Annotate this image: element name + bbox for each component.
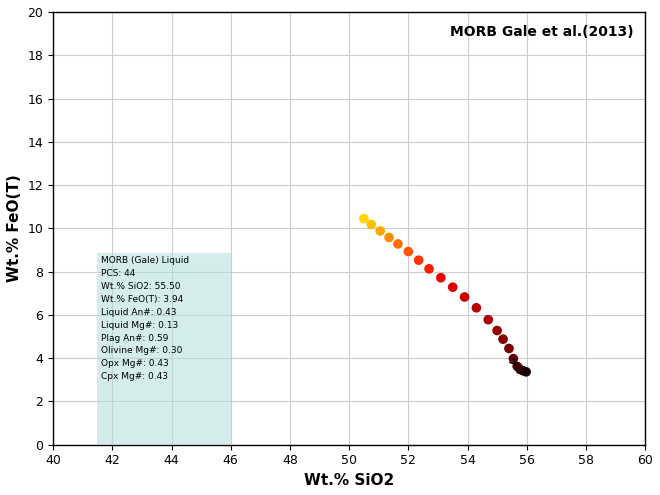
Point <box>358 215 369 223</box>
Point <box>515 365 525 373</box>
Point <box>424 265 434 273</box>
Point <box>471 304 482 312</box>
Point <box>521 368 531 376</box>
Point <box>459 293 470 301</box>
Point <box>436 274 446 282</box>
Point <box>492 327 502 335</box>
Point <box>483 316 494 324</box>
Y-axis label: Wt.% FeO(T): Wt.% FeO(T) <box>7 174 22 282</box>
Point <box>518 367 529 375</box>
Point <box>366 220 377 228</box>
FancyBboxPatch shape <box>98 253 231 444</box>
Text: MORB Gale et al.(2013): MORB Gale et al.(2013) <box>449 25 634 39</box>
Text: MORB (Gale) Liquid
PCS: 44
Wt.% SiO2: 55.50
Wt.% FeO(T): 3.94
Liquid An#: 0.43
L: MORB (Gale) Liquid PCS: 44 Wt.% SiO2: 55… <box>101 256 189 381</box>
Point <box>512 362 523 370</box>
Point <box>447 283 458 291</box>
Point <box>498 335 508 343</box>
Point <box>393 240 403 248</box>
Point <box>375 227 385 235</box>
Point <box>508 355 519 363</box>
X-axis label: Wt.% SiO2: Wt.% SiO2 <box>304 473 394 488</box>
Point <box>403 248 414 255</box>
Point <box>504 345 514 352</box>
Point <box>383 234 394 242</box>
Point <box>413 256 424 264</box>
